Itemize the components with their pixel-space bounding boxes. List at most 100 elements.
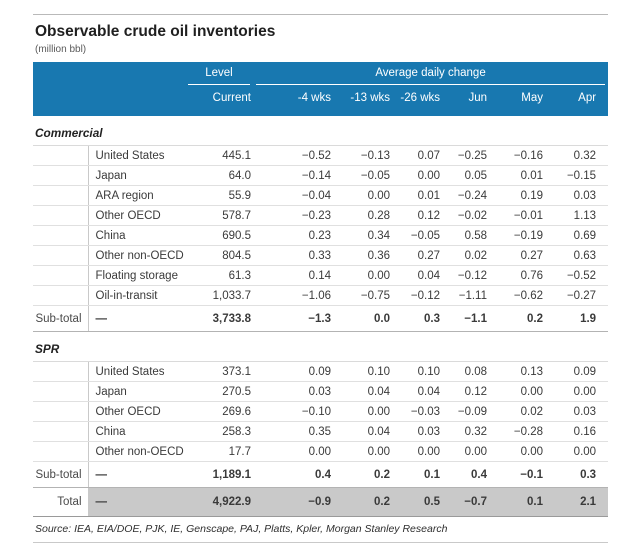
cell-value: −0.24	[442, 185, 489, 206]
cell-value: 0.00	[333, 401, 392, 422]
cell-value: −1.3	[253, 305, 333, 332]
total-row: Total —4,922.9 −0.9 0.2 0.5 −0.7 0.1 2.1	[33, 487, 609, 517]
cell-value: −0.27	[545, 285, 609, 306]
change-group-header: Average daily change	[253, 62, 609, 85]
cell-value: 55.9	[185, 185, 253, 206]
row-label-spacer	[33, 185, 88, 206]
row-label-spacer	[33, 381, 88, 402]
column-header-apr: Apr	[545, 85, 609, 116]
subtotal-row-spr: Sub-total —1,189.1 0.4 0.2 0.1 0.4 −0.1 0.3	[33, 461, 609, 488]
cell-value: 0.02	[442, 245, 489, 266]
section-title: SPR	[33, 331, 609, 362]
level-group-label: Level	[188, 63, 250, 85]
cell-value: 0.00	[392, 165, 442, 186]
cell-value: 0.2	[333, 461, 392, 488]
subtotal-label: Sub-total	[33, 305, 88, 332]
cell-value: 0.05	[442, 165, 489, 186]
cell-value: 0.00	[489, 381, 545, 402]
cell-value: −0.62	[489, 285, 545, 306]
row-label-spacer	[33, 285, 88, 306]
cell-value: −0.19	[489, 225, 545, 246]
cell-value: −0.14	[253, 165, 333, 186]
column-header-may: May	[489, 85, 545, 116]
cell-value: −0.05	[333, 165, 392, 186]
cell-value: −1.06	[253, 285, 333, 306]
table-body: Commercial United States 445.1 −0.52 −0.13 0.…	[33, 116, 609, 517]
cell-value: −1.11	[442, 285, 489, 306]
cell-value: −0.04	[253, 185, 333, 206]
row-label-spacer	[33, 205, 88, 226]
cell-value: 0.04	[392, 381, 442, 402]
cell-value: 0.5	[392, 487, 442, 517]
cell-value: 64.0	[185, 165, 253, 186]
cell-value: −0.52	[253, 145, 333, 166]
row-label: United States	[87, 361, 185, 382]
row-label: China	[87, 421, 185, 442]
cell-value: 269.6	[185, 401, 253, 422]
row-label: Other OECD	[87, 205, 185, 226]
cell-value: 0.3	[545, 461, 609, 488]
source-note: Source: IEA, EIA/DOE, PJK, IE, Genscape,…	[33, 517, 608, 543]
cell-value: 17.7	[185, 441, 253, 462]
cell-value: 0.69	[545, 225, 609, 246]
column-header-row: Current -4 wks -13 wks -26 wks Jun May A…	[33, 85, 609, 116]
cell-value: −0.12	[392, 285, 442, 306]
section-title: Commercial	[33, 116, 609, 146]
table-header: Level Average daily change Current -4 wk…	[33, 62, 609, 116]
cell-value: 1.9	[545, 305, 609, 332]
group-header-row: Level Average daily change	[33, 62, 609, 85]
inventories-table: Level Average daily change Current -4 wk…	[33, 62, 609, 517]
row-label-spacer	[33, 361, 88, 382]
row-label: Other non-OECD	[87, 441, 185, 462]
row-label: Floating storage	[87, 265, 185, 286]
column-header-13wks: -13 wks	[333, 85, 392, 116]
cell-value: 1,189.1	[185, 461, 253, 488]
row-label-spacer	[33, 225, 88, 246]
cell-value: 0.08	[442, 361, 489, 382]
cell-value: 0.4	[442, 461, 489, 488]
total-label: Total	[33, 487, 88, 517]
cell-value: 0.35	[253, 421, 333, 442]
row-label: Japan	[87, 165, 185, 186]
cell-value: 0.33	[253, 245, 333, 266]
cell-value: −0.52	[545, 265, 609, 286]
row-label: Japan	[87, 381, 185, 402]
cell-value: 0.00	[442, 441, 489, 462]
cell-value: 690.5	[185, 225, 253, 246]
total-dash: —	[87, 487, 185, 517]
table-row: ARA region 55.9 −0.04 0.00 0.01 −0.24 0.19 0.03	[33, 185, 609, 206]
cell-value: 0.04	[333, 381, 392, 402]
cell-value: 0.07	[392, 145, 442, 166]
cell-value: 0.32	[545, 145, 609, 166]
cell-value: 0.1	[392, 461, 442, 488]
row-label: Other non-OECD	[87, 245, 185, 266]
cell-value: 0.58	[442, 225, 489, 246]
cell-value: 0.03	[545, 185, 609, 206]
cell-value: 0.12	[442, 381, 489, 402]
cell-value: 0.3	[392, 305, 442, 332]
row-label: United States	[87, 145, 185, 166]
cell-value: 0.03	[392, 421, 442, 442]
row-label: Oil-in-transit	[87, 285, 185, 306]
cell-value: 0.00	[333, 441, 392, 462]
header-spacer	[33, 62, 185, 85]
row-label-spacer	[33, 441, 88, 462]
cell-value: 1.13	[545, 205, 609, 226]
row-label-spacer	[33, 145, 88, 166]
subtotal-dash: —	[87, 461, 185, 488]
cell-value: 0.00	[545, 381, 609, 402]
cell-value: 0.00	[489, 441, 545, 462]
subtotal-label: Sub-total	[33, 461, 88, 488]
cell-value: 0.00	[333, 185, 392, 206]
cell-value: 2.1	[545, 487, 609, 517]
column-header-4wks: -4 wks	[253, 85, 333, 116]
cell-value: 0.36	[333, 245, 392, 266]
row-label: China	[87, 225, 185, 246]
cell-value: 0.00	[333, 265, 392, 286]
header-spacer	[33, 85, 185, 116]
cell-value: 0.14	[253, 265, 333, 286]
row-label-spacer	[33, 165, 88, 186]
table-row: Japan 64.0 −0.14 −0.05 0.00 0.05 0.01 −0.15	[33, 165, 609, 186]
cell-value: 0.00	[392, 441, 442, 462]
subtotal-dash: —	[87, 305, 185, 332]
